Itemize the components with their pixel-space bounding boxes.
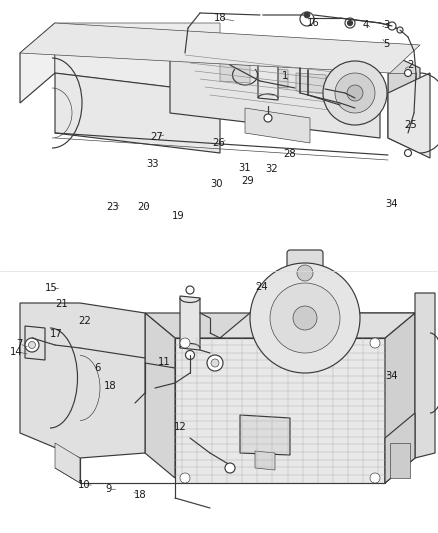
- Text: 5: 5: [383, 39, 389, 49]
- Text: 6: 6: [95, 363, 101, 373]
- Circle shape: [250, 263, 360, 373]
- Polygon shape: [385, 413, 415, 483]
- Polygon shape: [388, 53, 420, 153]
- Polygon shape: [175, 338, 385, 483]
- Text: 15: 15: [45, 283, 58, 293]
- Text: 27: 27: [150, 132, 163, 142]
- Text: 21: 21: [55, 299, 68, 309]
- Circle shape: [180, 473, 190, 483]
- Text: 14: 14: [11, 347, 23, 357]
- Circle shape: [297, 265, 313, 281]
- Circle shape: [323, 61, 387, 125]
- Circle shape: [264, 114, 272, 122]
- Circle shape: [397, 27, 403, 33]
- Polygon shape: [388, 73, 430, 158]
- Text: 16: 16: [307, 19, 320, 28]
- Text: 32: 32: [265, 165, 278, 174]
- Polygon shape: [55, 23, 220, 93]
- Circle shape: [211, 359, 219, 367]
- Circle shape: [293, 306, 317, 330]
- Text: 4: 4: [363, 20, 369, 30]
- Circle shape: [25, 338, 39, 352]
- Circle shape: [186, 351, 194, 359]
- Text: 12: 12: [174, 423, 187, 432]
- Text: 1: 1: [282, 71, 288, 80]
- Polygon shape: [180, 296, 200, 350]
- Circle shape: [304, 12, 310, 18]
- Text: 18: 18: [134, 490, 146, 499]
- Polygon shape: [240, 415, 290, 455]
- Text: 33: 33: [146, 159, 159, 168]
- Text: 7: 7: [16, 339, 22, 349]
- FancyBboxPatch shape: [287, 250, 323, 281]
- Polygon shape: [55, 73, 220, 153]
- Polygon shape: [385, 313, 415, 483]
- Text: 18: 18: [104, 381, 117, 391]
- Polygon shape: [258, 56, 278, 100]
- Polygon shape: [20, 23, 420, 73]
- Text: 23: 23: [107, 202, 119, 212]
- Circle shape: [347, 85, 363, 101]
- FancyBboxPatch shape: [4, 5, 434, 273]
- Polygon shape: [55, 443, 80, 483]
- Text: 24: 24: [256, 282, 268, 292]
- Text: 26: 26: [212, 138, 226, 148]
- Text: 25: 25: [404, 120, 417, 130]
- Polygon shape: [220, 63, 250, 83]
- Circle shape: [225, 463, 235, 473]
- Polygon shape: [145, 313, 415, 338]
- Text: 10: 10: [78, 480, 90, 490]
- Circle shape: [186, 286, 194, 294]
- Polygon shape: [255, 451, 275, 470]
- Circle shape: [270, 283, 340, 353]
- Polygon shape: [296, 73, 326, 93]
- Text: 9: 9: [106, 484, 112, 494]
- Circle shape: [405, 69, 411, 77]
- Circle shape: [370, 473, 380, 483]
- Text: 30: 30: [211, 179, 223, 189]
- Text: 29: 29: [241, 176, 254, 186]
- Text: 11: 11: [158, 358, 171, 367]
- Bar: [390, 443, 410, 478]
- Circle shape: [388, 22, 396, 30]
- Text: 31: 31: [238, 163, 251, 173]
- Circle shape: [207, 355, 223, 371]
- Polygon shape: [145, 313, 175, 478]
- Text: 17: 17: [49, 329, 63, 338]
- Text: 3: 3: [383, 20, 389, 30]
- Text: 20: 20: [138, 202, 150, 212]
- Circle shape: [335, 73, 375, 113]
- Polygon shape: [245, 108, 310, 143]
- Text: 19: 19: [172, 212, 185, 221]
- Polygon shape: [20, 23, 55, 103]
- Polygon shape: [20, 303, 145, 458]
- Text: 18: 18: [214, 13, 226, 23]
- Polygon shape: [170, 53, 380, 138]
- Circle shape: [405, 149, 411, 157]
- Bar: [388, 73, 416, 133]
- Circle shape: [370, 338, 380, 348]
- Circle shape: [180, 338, 190, 348]
- Text: 28: 28: [283, 149, 295, 158]
- Polygon shape: [258, 68, 288, 88]
- Text: 22: 22: [78, 316, 91, 326]
- Polygon shape: [25, 326, 45, 360]
- Circle shape: [347, 20, 353, 26]
- Polygon shape: [415, 293, 435, 458]
- Polygon shape: [334, 78, 364, 98]
- Polygon shape: [220, 313, 415, 338]
- Text: 34: 34: [385, 199, 398, 208]
- Text: 2: 2: [407, 60, 413, 70]
- Text: 34: 34: [385, 371, 398, 381]
- Circle shape: [28, 342, 35, 349]
